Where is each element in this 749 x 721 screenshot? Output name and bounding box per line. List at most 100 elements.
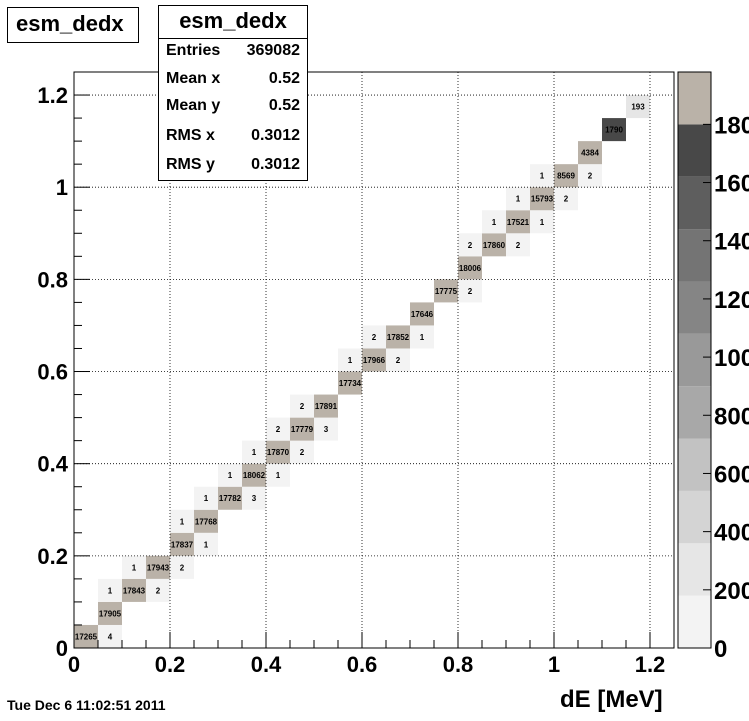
cell-value-label: 17843: [123, 586, 146, 595]
palette-band: [678, 281, 711, 334]
cell-value-label: 2: [564, 195, 569, 204]
x-tick-label: 0.2: [155, 652, 186, 677]
x-tick-label: 1.2: [635, 652, 666, 677]
heatmap-cell: [290, 440, 314, 464]
heatmap-cell: [554, 187, 578, 211]
cell-value-label: 193: [631, 103, 645, 112]
palette-band: [678, 333, 711, 387]
stat-label: RMS x: [166, 127, 215, 144]
grid-layer: [74, 72, 674, 648]
palette-band: [678, 595, 711, 648]
heatmap-cell: [338, 371, 362, 395]
cell-value-label: 17837: [171, 540, 194, 549]
heatmap-cell: [98, 624, 122, 648]
cell-value-label: 17860: [483, 241, 506, 250]
palette-label: 0: [714, 636, 727, 663]
heatmap-cell: [578, 164, 602, 188]
stat-value: 0.52: [268, 70, 300, 87]
cell-value-label: 1: [492, 218, 497, 227]
x-tick-label: 0.8: [443, 652, 474, 677]
stat-value: 0.3012: [251, 156, 300, 173]
heatmap-cell: [74, 624, 98, 648]
cell-value-label: 1: [204, 540, 209, 549]
cell-value-label: 1: [540, 218, 545, 227]
cell-value-label: 17775: [435, 287, 458, 296]
x-tick-label: 0: [68, 652, 80, 677]
palette-label: 1000: [714, 345, 749, 372]
heatmap-cell: [122, 555, 146, 579]
palette-band: [678, 72, 711, 125]
cell-value-label: 1: [348, 356, 353, 365]
heatmap-cell: [146, 578, 170, 602]
cells-layer: [74, 95, 650, 648]
plot-frame: [73, 71, 675, 649]
stat-value: 369082: [246, 42, 300, 59]
heatmap-cell: [146, 555, 170, 579]
cell-value-label: 17852: [387, 333, 410, 342]
cell-value-label: 8569: [557, 172, 575, 181]
cell-value-label: 15793: [531, 195, 554, 204]
cell-value-label: 2: [516, 241, 521, 250]
palette-band: [678, 490, 711, 544]
palette-label: 400: [714, 520, 749, 547]
cell-value-label: 2: [156, 586, 161, 595]
cell-value-label: 17265: [75, 632, 98, 641]
heatmap-cell: [530, 164, 554, 188]
palette-label: 1400: [714, 229, 749, 256]
heatmap-cell: [386, 348, 410, 372]
cell-value-label: 1: [204, 494, 209, 503]
heatmap-cell: [386, 325, 410, 349]
heatmap-cell: [242, 463, 266, 487]
y-tick-label: 1: [56, 175, 68, 200]
x-tick-label: 0.4: [251, 652, 282, 677]
cell-value-label: 2: [468, 287, 473, 296]
cell-value-label: 4384: [581, 149, 599, 158]
stat-label: Mean y: [166, 97, 221, 114]
cell-value-label: 17891: [315, 402, 338, 411]
cell-value-label: 17521: [507, 218, 530, 227]
color-palette: 0 200 400 600 800 1000 1200 1400 1600 1800: [677, 71, 749, 663]
heatmap-cell: [410, 302, 434, 326]
cell-value-label: 17870: [267, 448, 290, 457]
cell-value-label: 17966: [363, 356, 386, 365]
palette-band: [678, 386, 711, 439]
heatmap-cell: [122, 578, 146, 602]
heatmap-cell: [362, 325, 386, 349]
y-tick-label: 0: [56, 636, 68, 661]
heatmap-cell: [98, 601, 122, 625]
cell-labels-layer: 17265 4 17905 1 17843 2 1 17943 2 17837 1 1 17768 1 17…: [75, 103, 645, 642]
cell-value-label: 2: [588, 172, 593, 181]
cell-value-label: 2: [468, 241, 473, 250]
palette-label: 1200: [714, 287, 749, 314]
stat-label: Entries: [166, 42, 221, 59]
stat-label: Mean x: [166, 70, 221, 87]
heatmap-cell: [266, 440, 290, 464]
palette-band: [678, 229, 711, 282]
heatmap-cell: [626, 95, 650, 119]
histogram-title: esm_dedx: [16, 11, 124, 36]
palette-band: [678, 438, 711, 491]
cell-value-label: 17734: [339, 379, 362, 388]
palette-label: 1600: [714, 171, 749, 198]
y-tick-label: 0.6: [37, 360, 68, 385]
stat-label: RMS y: [166, 156, 215, 173]
heatmap-cell: [458, 233, 482, 257]
heatmap-cell: [482, 210, 506, 234]
cell-value-label: 2: [276, 425, 281, 434]
palette-label: 600: [714, 461, 749, 488]
heatmap-cell: [506, 233, 530, 257]
stat-value: 0.52: [268, 97, 300, 114]
timestamp: Tue Dec 6 11:02:51 2011: [7, 697, 166, 713]
cell-value-label: 2: [300, 448, 305, 457]
heatmap-cell: [266, 417, 290, 441]
axes-layer: 0 0.2 0.4 0.6 0.8 1 1.2 0 0.2 0.4 0.6 0.8 1 1.2: [37, 71, 675, 677]
heatmap-cell: [242, 440, 266, 464]
x-tick-label: 0.6: [347, 652, 378, 677]
heatmap-cell: [410, 325, 434, 349]
cell-value-label: 1: [276, 471, 281, 480]
cell-value-label: 17782: [219, 494, 242, 503]
cell-value-label: 2: [372, 333, 377, 342]
heatmap-cell: [170, 509, 194, 533]
cell-value-label: 1: [108, 586, 113, 595]
